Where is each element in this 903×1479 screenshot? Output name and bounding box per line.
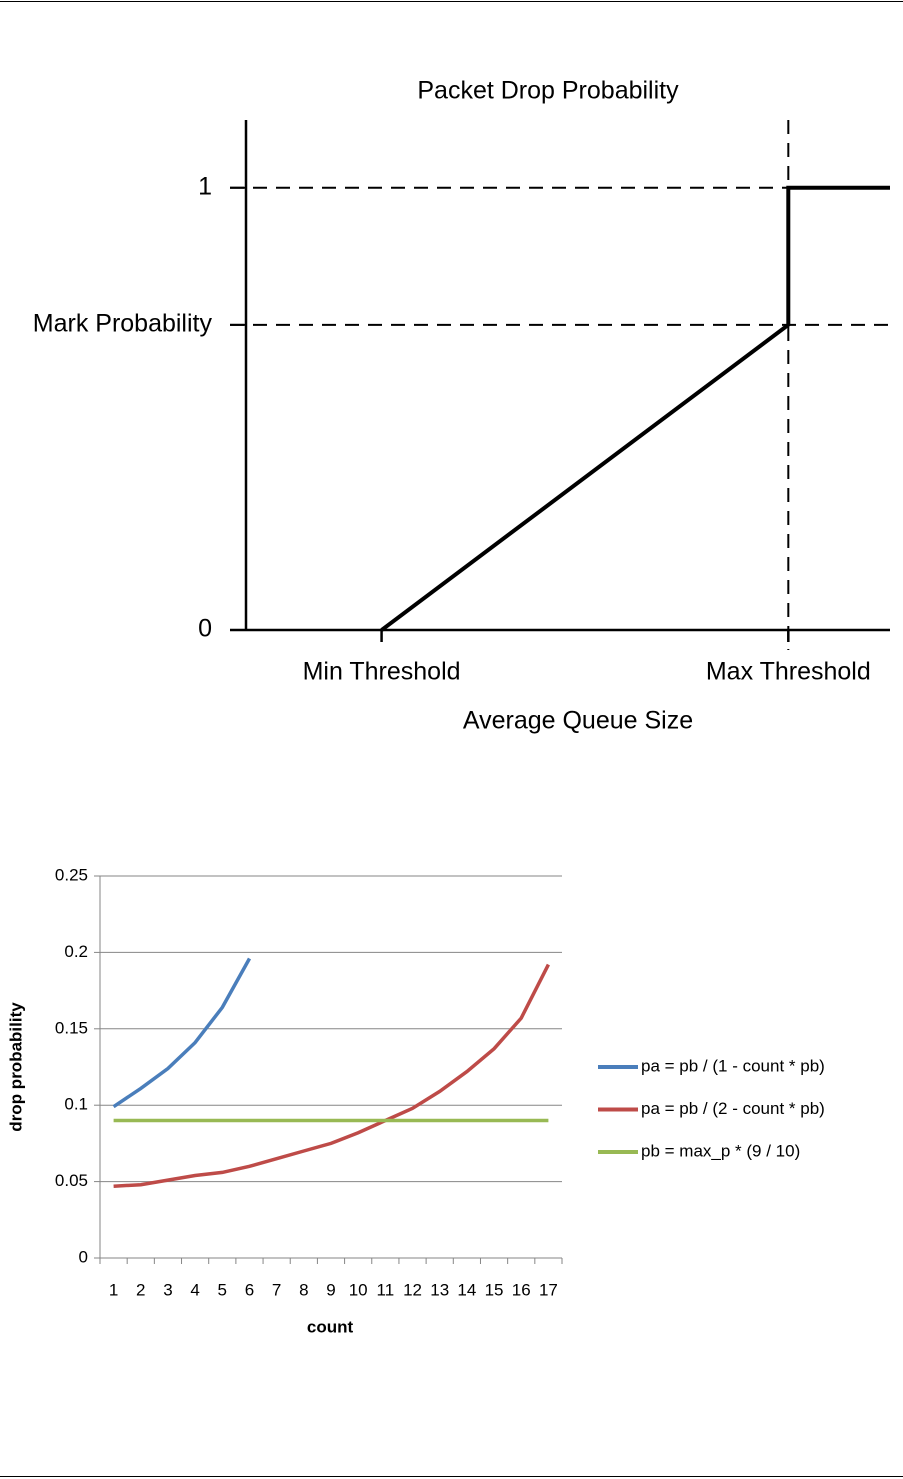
x-tick-label: 5 (218, 1280, 227, 1299)
legend-label: pa = pb / (2 - count * pb) (641, 1099, 825, 1118)
x-tick-label: 8 (299, 1280, 308, 1299)
x-tick-label: 11 (377, 1280, 395, 1299)
x-tick-label: 12 (403, 1280, 422, 1299)
x-tick-label: 16 (512, 1280, 531, 1299)
x-tick-label: Min Threshold (303, 658, 461, 686)
y-tick-label: 0.1 (64, 1095, 88, 1114)
y-tick-label: Mark Probability (33, 309, 213, 337)
x-tick-label: 17 (539, 1280, 558, 1299)
y-tick-label: 0.15 (55, 1018, 88, 1037)
y-tick-label: 0 (79, 1247, 88, 1266)
y-tick-label: 0.25 (55, 865, 88, 884)
x-tick-label: 3 (163, 1280, 172, 1299)
y-tick-label: 0.05 (55, 1171, 88, 1190)
x-tick-label: 2 (136, 1280, 145, 1299)
x-axis-title: count (307, 1317, 354, 1336)
series-line (112, 957, 252, 1109)
y-tick-label: 0.2 (64, 942, 88, 961)
series-line (380, 185, 890, 632)
x-axis-title: Average Queue Size (463, 707, 693, 735)
x-tick-label: 7 (272, 1280, 281, 1299)
y-tick-label: 1 (198, 172, 212, 200)
legend-label: pb = max_p * (9 / 10) (641, 1141, 800, 1160)
y-tick-label: 0 (198, 615, 212, 643)
x-tick-label: 15 (485, 1280, 504, 1299)
x-tick-label: 4 (190, 1280, 199, 1299)
y-axis-title: drop probability (6, 1002, 25, 1132)
x-tick-label: 13 (430, 1280, 449, 1299)
x-tick-label: 6 (245, 1280, 254, 1299)
x-tick-label: 9 (326, 1280, 335, 1299)
x-tick-label: 10 (349, 1280, 368, 1299)
chart-title: Packet Drop Probability (417, 77, 679, 105)
legend-label: pa = pb / (1 - count * pb) (641, 1056, 825, 1075)
x-tick-label: 14 (457, 1280, 476, 1299)
x-tick-label: Max Threshold (706, 658, 871, 686)
series-line (113, 963, 550, 1188)
x-tick-label: 1 (109, 1280, 118, 1299)
